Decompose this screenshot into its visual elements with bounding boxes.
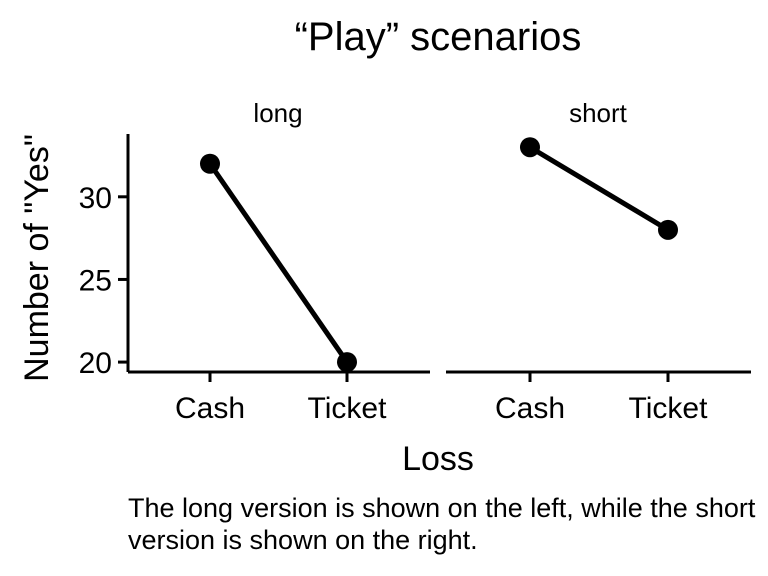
y-tick-label-25: 25	[79, 264, 112, 297]
facet-label-short: short	[569, 98, 628, 128]
x-tick-label-long-ticket: Ticket	[308, 392, 388, 425]
y-tick-label-30: 30	[79, 182, 112, 215]
x-tick-label-short-ticket: Ticket	[629, 392, 709, 425]
data-point-long-ticket	[337, 352, 357, 373]
data-point-short-cash	[520, 137, 540, 158]
y-tick-label-20: 20	[79, 347, 112, 380]
chart-title: “Play” scenarios	[295, 15, 582, 59]
y-axis-title: Number of "Yes"	[18, 134, 56, 382]
x-tick-label-short-cash: Cash	[495, 392, 565, 425]
data-point-short-ticket	[658, 219, 678, 240]
figure-caption: The long version is shown on the left, w…	[128, 493, 756, 555]
data-point-long-cash	[200, 153, 220, 174]
x-axis-title: Loss	[402, 440, 474, 478]
series-line-short	[528, 145, 670, 233]
x-tick-label-long-cash: Cash	[175, 392, 245, 425]
series-line-long	[207, 162, 350, 364]
chart: “Play” scenarios Number of "Yes" Loss 20…	[18, 15, 751, 478]
facet-label-long: long	[253, 98, 302, 128]
